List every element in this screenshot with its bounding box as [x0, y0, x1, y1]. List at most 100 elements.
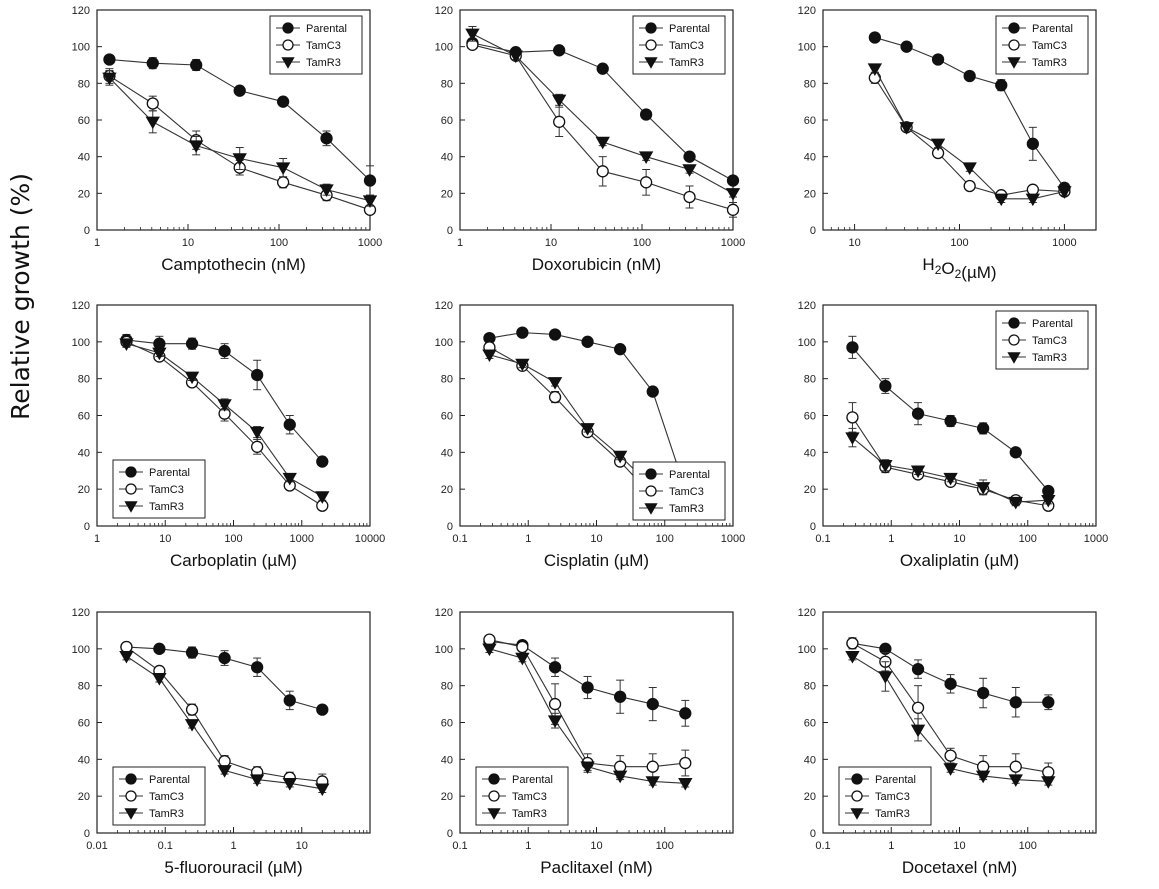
data-point: [482, 643, 497, 657]
data-point: [726, 203, 740, 216]
x-tick-label: 10000: [355, 533, 386, 545]
data-point: [944, 749, 957, 762]
data-point: [845, 432, 860, 445]
y-tick-label: 80: [78, 78, 90, 90]
data-point: [184, 371, 200, 385]
data-point: [944, 414, 957, 428]
legend-marker: [282, 39, 294, 51]
legend-label: TamR3: [149, 808, 184, 820]
legend: Parental TamC3 TamR3: [112, 459, 206, 519]
data-point: [596, 165, 609, 178]
legend-marker: [1008, 317, 1020, 329]
data-point: [943, 763, 958, 776]
data-point: [683, 190, 696, 204]
data-point: [553, 115, 566, 128]
data-point: [102, 72, 117, 86]
data-point: [613, 690, 627, 703]
x-axis-label: Oxaliplatin (µM): [900, 551, 1019, 570]
data-point: [975, 770, 991, 784]
legend-marker: [645, 485, 657, 497]
data-point: [185, 337, 199, 350]
y-tick-label: 100: [72, 337, 90, 349]
y-tick-label: 0: [810, 828, 816, 840]
legend: Parental TamC3 TamR3: [995, 310, 1089, 370]
y-tick-label: 20: [78, 188, 90, 200]
y-tick-label: 40: [441, 152, 453, 164]
data-point: [516, 326, 529, 339]
y-tick-label: 60: [78, 411, 90, 423]
x-tick-label: 1: [94, 533, 100, 545]
y-tick-label: 80: [804, 681, 816, 693]
data-point: [962, 162, 977, 175]
data-point: [976, 760, 990, 773]
legend-marker: [1008, 334, 1020, 346]
x-tick-label: 10: [953, 533, 965, 545]
data-point: [119, 650, 134, 664]
data-point: [976, 422, 990, 435]
data-point: [613, 760, 627, 773]
y-tick-label: 120: [72, 300, 90, 312]
data-point: [283, 418, 296, 431]
y-tick-label: 80: [441, 681, 453, 693]
data-point: [250, 661, 264, 674]
data-point: [963, 69, 976, 83]
legend-marker: [281, 57, 295, 69]
x-tick-label: 0.1: [452, 533, 467, 545]
data-point: [119, 338, 134, 352]
y-tick-label: 120: [72, 607, 90, 619]
data-point: [1026, 137, 1039, 150]
legend-label: TamR3: [1032, 57, 1067, 69]
legend-label: TamC3: [306, 40, 341, 52]
y-tick-label: 80: [78, 374, 90, 386]
legend-label: TamC3: [669, 486, 704, 498]
series-tamr3: [482, 643, 693, 791]
data-point: [646, 760, 659, 773]
legend-label: Parental: [1032, 23, 1073, 35]
x-axis-label: Carboplatin (µM): [170, 551, 297, 570]
data-point: [900, 40, 913, 53]
data-point: [682, 164, 697, 177]
x-axis-label: Docetaxel (nM): [902, 858, 1017, 877]
chart-panel-6: 0 20 40 60 80 100 120 0.1 1 10 100 1000 Oxaliplatin …: [798, 300, 1109, 570]
y-tick-label: 40: [804, 447, 816, 459]
x-tick-label: 0.1: [815, 840, 830, 852]
data-point: [185, 646, 199, 659]
data-point: [646, 697, 659, 711]
chart-panel-3: 0 20 40 60 80 100 120 10 100 1000 H2O2(µM) Parental…: [798, 5, 1097, 282]
series-tamr3: [465, 26, 741, 201]
y-tick-label: 0: [810, 225, 816, 237]
legend-marker: [282, 22, 294, 34]
data-point: [548, 661, 562, 674]
data-point: [1009, 446, 1022, 459]
data-point: [911, 662, 925, 676]
data-point: [910, 724, 926, 738]
y-tick-label: 20: [804, 188, 816, 200]
x-axis-label: Paclitaxel (nM): [540, 858, 652, 877]
y-tick-label: 120: [798, 607, 816, 619]
series-parental: [103, 53, 377, 196]
legend: Parental TamC3 TamR3: [632, 461, 726, 521]
data-point: [218, 344, 231, 358]
y-tick-label: 40: [441, 447, 453, 459]
y-tick-label: 0: [447, 225, 453, 237]
data-point: [878, 671, 893, 684]
y-tick-label: 20: [441, 188, 453, 200]
y-tick-label: 80: [804, 374, 816, 386]
legend-label: TamC3: [149, 484, 184, 496]
data-point: [581, 335, 594, 348]
data-point: [547, 715, 563, 728]
legend-label: Parental: [149, 467, 190, 479]
x-tick-label: 10: [590, 533, 602, 545]
data-point: [547, 377, 563, 390]
data-point: [1042, 484, 1055, 498]
data-point: [1008, 774, 1023, 787]
data-point: [283, 694, 296, 707]
series-line: [874, 68, 1065, 200]
y-tick-label: 100: [72, 42, 90, 54]
legend-label: Parental: [306, 23, 347, 35]
legend-marker: [645, 468, 657, 480]
data-point: [217, 399, 232, 412]
chart-panel-7: 0 20 40 60 80 100 120 0.01 0.1 1 10 5-fluorouracil …: [72, 607, 371, 877]
